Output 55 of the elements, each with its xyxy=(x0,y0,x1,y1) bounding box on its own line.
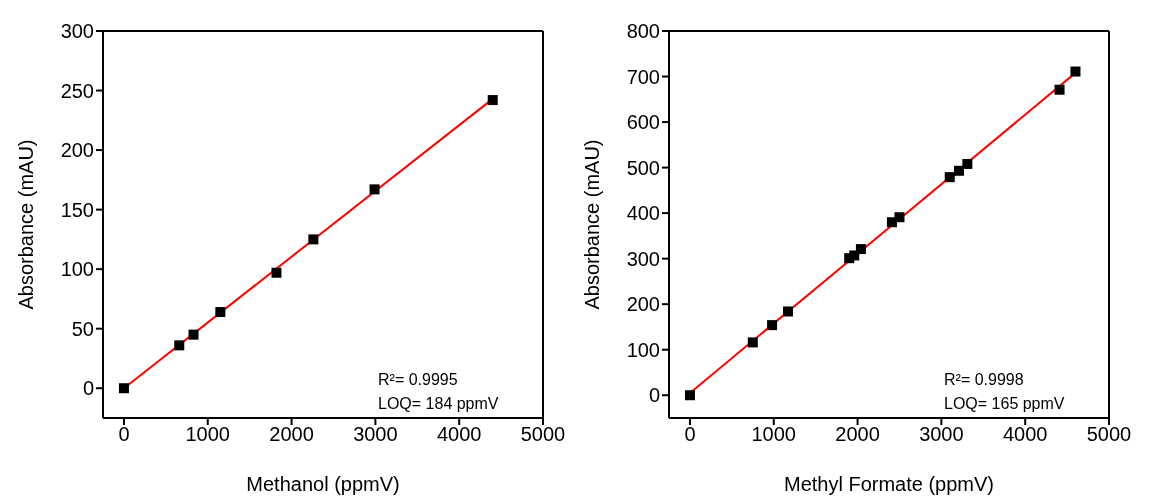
x-tick-label: 3000 xyxy=(353,423,398,446)
annotation: LOQ= 184 ppmV xyxy=(378,394,499,414)
point xyxy=(369,184,380,195)
y-tick-label: 400 xyxy=(626,202,660,225)
x-tick-label: 2000 xyxy=(835,423,880,446)
point xyxy=(188,329,199,340)
y-tick-label: 100 xyxy=(626,338,660,361)
point xyxy=(747,337,758,348)
annotation: R²= 0.9998 xyxy=(944,370,1025,390)
y-tick-label: 700 xyxy=(626,65,660,88)
annotation: R²= 0.9995 xyxy=(378,370,459,390)
x-tick-label: 4000 xyxy=(1002,423,1048,446)
x-tick-label: 1000 xyxy=(751,423,797,446)
point xyxy=(894,212,905,223)
x-tick-label: 5000 xyxy=(1086,423,1132,446)
x-tick-label: 4000 xyxy=(436,423,482,446)
y-axis-title: Absorbance (mAU) xyxy=(581,139,604,310)
point xyxy=(215,307,226,318)
point xyxy=(308,234,319,245)
y-tick-label: 800 xyxy=(626,20,660,43)
point xyxy=(487,95,498,106)
y-tick-label: 150 xyxy=(60,198,94,221)
point xyxy=(953,165,964,176)
y-tick-label: 300 xyxy=(60,20,94,43)
point xyxy=(944,172,955,183)
point xyxy=(962,158,973,169)
point xyxy=(118,383,129,394)
x-tick-label: 0 xyxy=(684,423,696,446)
y-tick-label: 250 xyxy=(60,79,94,102)
y-tick-label: 0 xyxy=(82,377,94,400)
point xyxy=(271,267,282,278)
x-tick-label: 0 xyxy=(118,423,130,446)
x-axis-title: Methanol (ppmV) xyxy=(246,473,400,495)
y-tick-label: 100 xyxy=(60,258,94,281)
x-tick-label: 5000 xyxy=(520,423,566,446)
y-tick-label: 200 xyxy=(60,139,94,162)
y-tick-label: 0 xyxy=(648,384,660,407)
point xyxy=(855,244,866,255)
y-tick-label: 300 xyxy=(626,247,660,270)
y-tick-label: 500 xyxy=(626,156,660,179)
annotation: LOQ= 165 ppmV xyxy=(944,394,1065,414)
point xyxy=(767,320,778,331)
x-axis-title: Methyl Formate (ppmV) xyxy=(783,473,995,495)
point xyxy=(783,306,794,317)
y-tick-label: 200 xyxy=(626,293,660,316)
y-tick-label: 600 xyxy=(626,111,660,134)
x-tick-label: 2000 xyxy=(269,423,314,446)
point xyxy=(1070,66,1081,77)
x-tick-label: 3000 xyxy=(919,423,964,446)
y-tick-label: 50 xyxy=(71,317,94,340)
y-axis-title: Absorbance (mAU) xyxy=(15,139,38,310)
point xyxy=(684,390,695,401)
x-tick-label: 1000 xyxy=(185,423,231,446)
point xyxy=(174,340,185,351)
point xyxy=(1054,84,1065,95)
